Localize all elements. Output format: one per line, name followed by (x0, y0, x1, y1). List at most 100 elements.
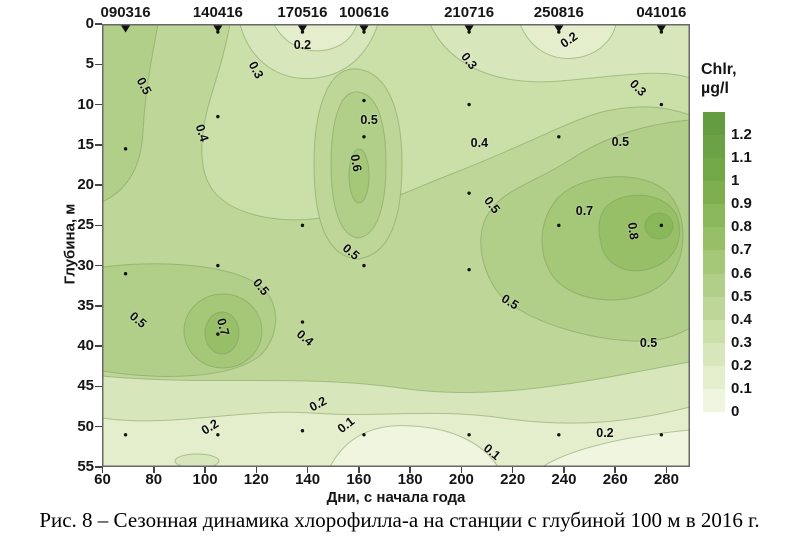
colorbar-block (703, 135, 725, 159)
sample-dot (216, 433, 220, 437)
x-tick-label: 180 (397, 471, 423, 488)
sample-dot (300, 30, 305, 34)
station-date-label: 041016 (636, 4, 687, 21)
station-marker-triangle (213, 25, 223, 33)
figure-caption: Рис. 8 – Сезонная динамика хлорофилла-а … (39, 508, 760, 532)
contour-value-label: 0.7 (575, 203, 594, 218)
sample-dot (216, 332, 220, 336)
sample-dot (659, 223, 664, 228)
y-tick-mark (95, 425, 102, 428)
x-tick-label: 220 (500, 471, 526, 488)
colorbar-title-line1: Chlr, (701, 61, 737, 78)
sample-dot (362, 30, 366, 34)
y-tick-mark (95, 23, 102, 25)
y-tick-label: 45 (77, 377, 94, 395)
contour-band (644, 212, 674, 240)
sample-dot (300, 320, 305, 324)
x-axis-title: Дни, с начала года (326, 489, 466, 506)
x-tick-label: 80 (145, 471, 163, 488)
sample-dot (362, 263, 366, 268)
x-tick-label: 280 (653, 471, 679, 488)
y-tick-mark (95, 466, 102, 468)
sample-dot (467, 433, 471, 437)
colorbar-tick-label: 0.5 (731, 287, 752, 305)
x-tick-label: 60 (94, 471, 111, 488)
x-tick-label: 120 (243, 471, 269, 488)
x-tick-mark (153, 467, 155, 473)
y-tick-mark (95, 63, 102, 66)
station-markers (121, 25, 666, 33)
contour-value-label: 0.8 (625, 221, 642, 241)
sample-dot (362, 433, 366, 437)
colorbar-tick-label: 0.7 (731, 241, 752, 259)
colorbar-tick-label: 1 (731, 172, 740, 190)
colorbar-tick-label: 0.6 (731, 264, 752, 282)
sample-dot (659, 30, 664, 34)
plot-border (102, 24, 690, 467)
colorbar-title: Chlr, µg/l (701, 60, 737, 98)
contour-band (273, 24, 358, 52)
station-marker-triangle (464, 25, 474, 33)
x-tick-mark (204, 467, 206, 473)
sample-dot (659, 433, 664, 437)
sample-dot (557, 30, 561, 34)
sample-dots (123, 26, 664, 437)
contour-band (329, 425, 499, 467)
y-tick-label: 50 (77, 417, 94, 435)
contour-band (174, 453, 220, 467)
sample-dot (557, 433, 561, 437)
sample-dot (216, 263, 220, 268)
y-tick-mark (95, 305, 102, 307)
station-marker-triangle (359, 25, 369, 33)
sample-dot (362, 98, 366, 103)
sample-dot (300, 429, 305, 433)
contour-band (204, 311, 240, 355)
x-tick-mark (614, 467, 616, 473)
sample-dot (467, 102, 471, 107)
colorbar (703, 112, 725, 413)
station-marker-triangle (297, 25, 307, 33)
colorbar-tick-label: 1.2 (731, 126, 752, 144)
y-tick-label: 55 (77, 457, 94, 475)
y-tick-label: 25 (77, 216, 94, 234)
sample-dot (123, 147, 128, 151)
contour-value-label: 0.4 (470, 136, 489, 151)
x-tick-label: 100 (192, 471, 218, 488)
y-tick-mark (95, 264, 102, 267)
sample-dot (659, 102, 664, 107)
y-tick-mark (95, 144, 102, 146)
y-tick-label: 10 (77, 95, 94, 113)
colorbar-tick-label: 0.4 (731, 310, 752, 328)
x-tick-mark (101, 467, 104, 473)
colorbar-block (703, 319, 725, 343)
colorbar-block (703, 388, 725, 413)
colorbar-title-line2: µg/l (701, 80, 729, 97)
y-tick-label: 15 (77, 135, 94, 153)
sample-dot (123, 26, 128, 30)
colorbar-tick-label: 0.3 (731, 333, 752, 351)
y-tick-label: 40 (77, 337, 94, 355)
x-tick-mark (511, 467, 514, 473)
x-tick-label: 240 (551, 471, 577, 488)
contour-value-label: 0.2 (596, 426, 614, 441)
colorbar-block (703, 273, 725, 297)
station-marker-triangle (656, 25, 666, 33)
y-tick-label: 30 (77, 256, 94, 274)
colorbar-tick-label: 0.8 (731, 218, 752, 236)
x-tick-mark (255, 467, 258, 473)
x-tick-mark (563, 467, 565, 473)
sample-dot (557, 223, 561, 228)
colorbar-block (703, 158, 725, 182)
y-tick-mark (95, 184, 102, 186)
colorbar-block (703, 112, 725, 136)
colorbar-block (703, 204, 725, 228)
x-tick-mark (460, 467, 463, 473)
colorbar-tick-label: 0 (731, 403, 740, 420)
contour-value-label: 0.5 (611, 135, 630, 150)
sample-dot (216, 114, 220, 119)
colorbar-tick-label: 0.2 (731, 356, 752, 374)
colorbar-block (703, 365, 725, 389)
contour-value-label: 0.5 (360, 112, 378, 127)
colorbar-block (703, 342, 725, 366)
